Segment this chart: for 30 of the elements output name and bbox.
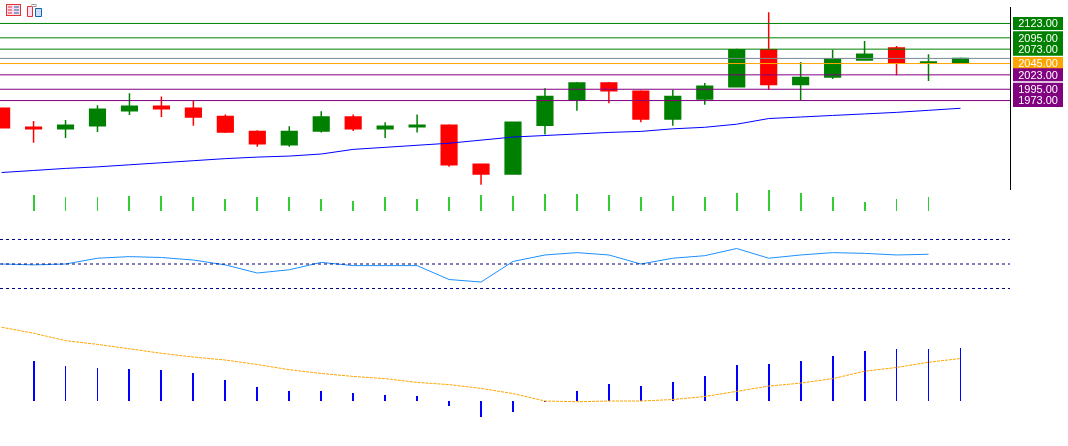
candlestick	[408, 113, 426, 134]
y-tick-label: 2095.00	[1018, 31, 1058, 44]
y-tick-label: 1973.00	[1018, 94, 1058, 107]
candlestick	[472, 163, 490, 186]
line-series	[1, 107, 961, 174]
candlestick	[24, 120, 43, 144]
candlestick	[344, 113, 362, 132]
candlestick	[312, 110, 330, 134]
candlestick	[56, 119, 75, 139]
y-tick-label: 2023.00	[1018, 68, 1058, 81]
candlestick	[184, 99, 202, 127]
candlestick	[504, 121, 522, 175]
candlestick	[152, 95, 170, 118]
candlestick	[632, 89, 650, 123]
candlestick	[568, 81, 586, 112]
candlestick	[440, 123, 458, 168]
candlestick	[88, 104, 107, 133]
y-tick-label: 2045.00	[1018, 57, 1058, 70]
candlestick	[248, 129, 266, 148]
y-tick-label: 2123.00	[1018, 17, 1058, 30]
candlestick	[280, 125, 298, 148]
candlestick	[536, 87, 554, 136]
candlestick	[216, 113, 234, 134]
candlestick	[376, 121, 394, 139]
y-tick-label: 2073.00	[1018, 43, 1058, 55]
candlestick	[600, 81, 618, 104]
candlestick	[664, 89, 682, 127]
candlestick	[696, 82, 714, 106]
y-tick-label: 1995.00	[1018, 83, 1058, 96]
candlestick	[120, 92, 139, 116]
